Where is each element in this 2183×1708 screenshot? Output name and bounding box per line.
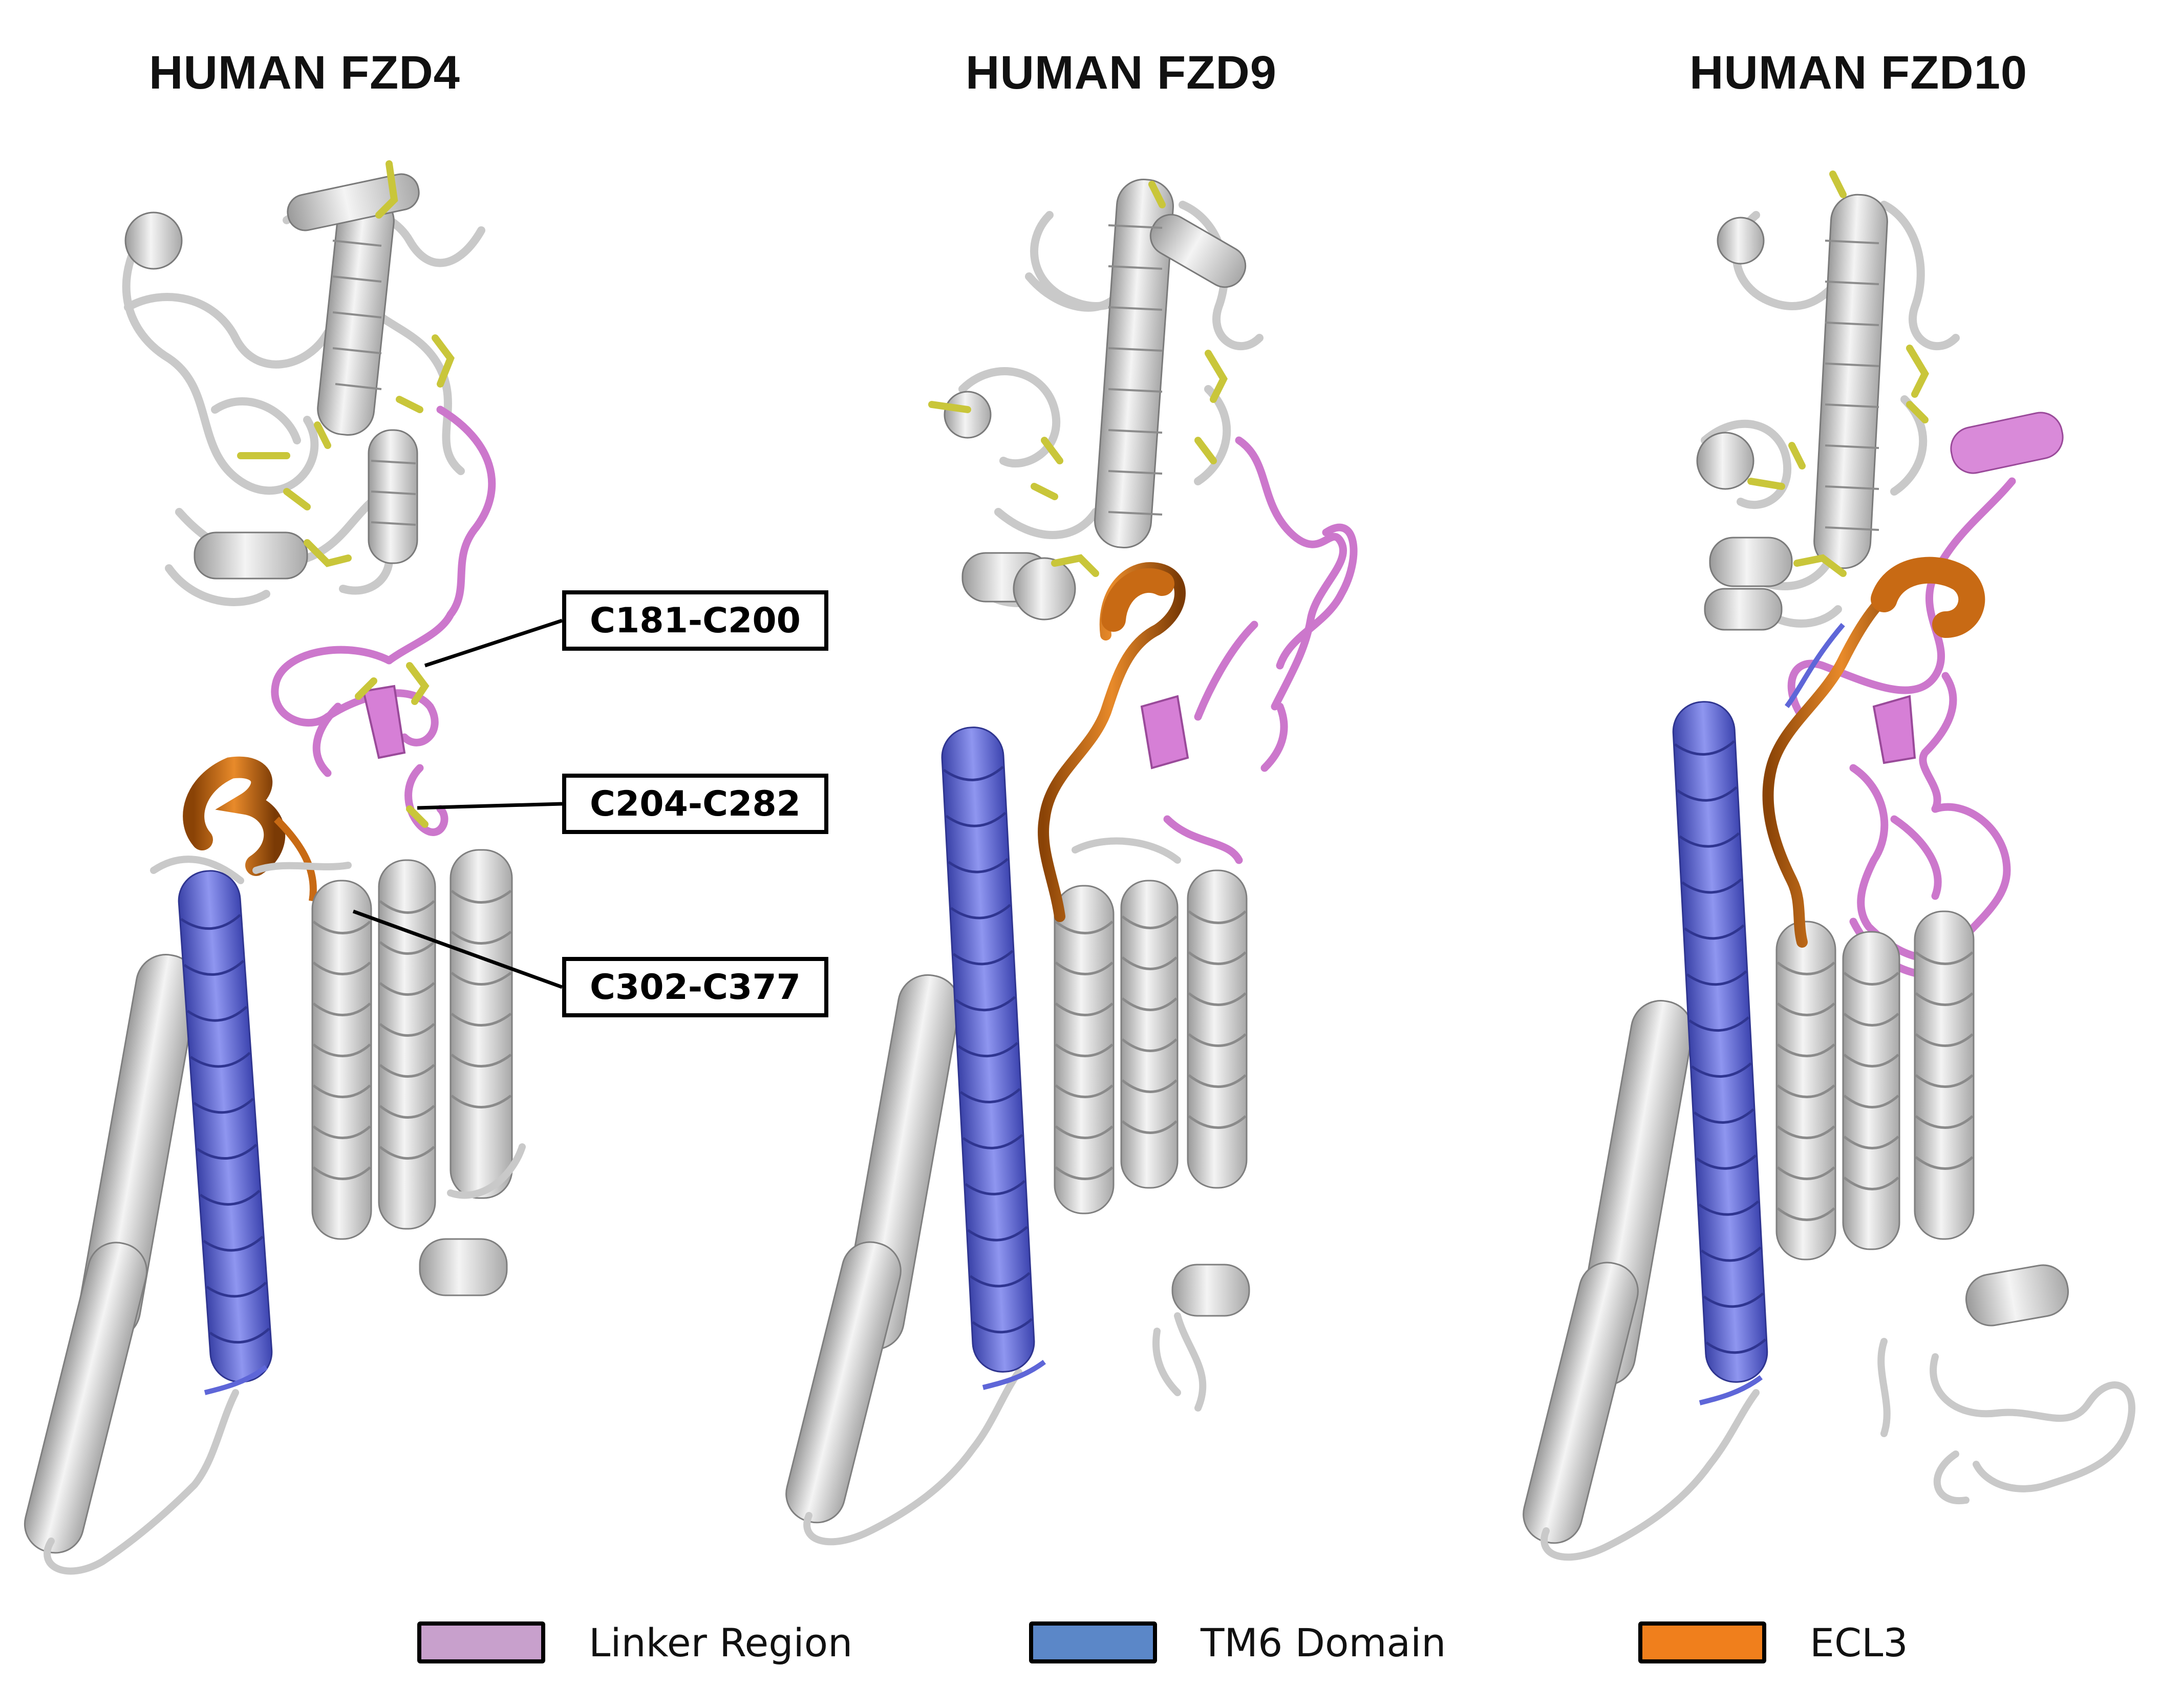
panel-title-fzd4: HUMAN FZD4 [149,47,460,99]
legend-item-tm6: TM6 Domain [1029,1619,1446,1666]
panel-title-fzd10: HUMAN FZD10 [1689,47,2028,99]
fzd4-structure [24,160,526,1575]
callout-leader-lines [352,618,563,989]
legend-label-ecl3: ECL3 [1810,1619,1908,1666]
legend-swatch-ecl3 [1638,1621,1766,1663]
callout-disulfide-2: C204-C282 [562,774,828,834]
callout-disulfide-1: C181-C200 [562,590,828,651]
legend-item-linker: Linker Region [417,1619,853,1666]
panel-title-fzd9: HUMAN FZD9 [966,47,1277,99]
callout-disulfide-3: C302-C377 [562,957,828,1017]
legend-swatch-linker [417,1621,545,1663]
legend-item-ecl3: ECL3 [1638,1619,1908,1666]
legend-label-linker: Linker Region [589,1619,853,1666]
legend-swatch-tm6 [1029,1621,1157,1663]
fzd9-structure [785,179,1358,1546]
fzd10-structure [1523,170,2135,1561]
legend-label-tm6: TM6 Domain [1201,1619,1446,1666]
